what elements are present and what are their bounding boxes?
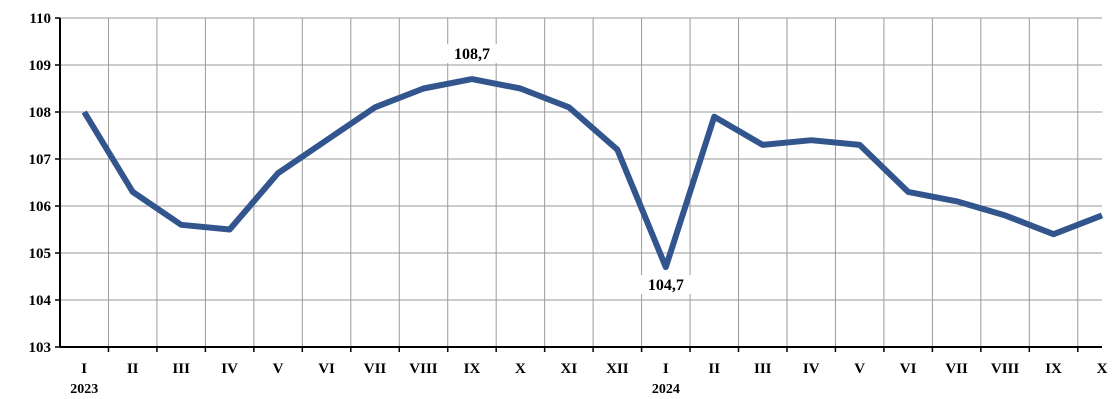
x-tick-label: II (127, 361, 139, 377)
data-point (324, 137, 330, 143)
data-point (1099, 212, 1105, 218)
data-point (517, 86, 523, 92)
x-tick-label: XII (606, 361, 629, 377)
data-point (954, 198, 960, 204)
y-tick-label: 104 (29, 293, 52, 309)
data-label-bg (638, 275, 693, 295)
x-tick-label: XI (561, 361, 578, 377)
data-point (760, 142, 766, 148)
x-tick-label: IV (221, 361, 238, 377)
data-point (227, 227, 233, 233)
x-tick-label: V (273, 361, 284, 377)
x-tick-label: VI (900, 361, 917, 377)
year-label: 2024 (652, 382, 680, 397)
data-point (469, 76, 475, 82)
data-point (275, 170, 281, 176)
data-point (857, 142, 863, 148)
data-point (614, 147, 620, 153)
data-point (1051, 231, 1057, 237)
data-label-bg (444, 44, 499, 64)
data-point (711, 114, 717, 120)
data-point (130, 189, 136, 195)
x-tick-label: IX (464, 361, 481, 377)
data-point (808, 137, 814, 143)
x-tick-label: V (854, 361, 865, 377)
x-tick-label: III (172, 361, 190, 377)
data-point (81, 109, 87, 115)
data-point (178, 222, 184, 228)
data-point (905, 189, 911, 195)
x-tick-label: III (754, 361, 772, 377)
y-tick-label: 106 (29, 199, 52, 215)
x-tick-label: X (515, 361, 526, 377)
y-tick-label: 105 (29, 246, 52, 262)
series-line (81, 76, 1104, 271)
data-label: 104,7 (648, 277, 684, 294)
x-tick-label: I (663, 361, 669, 377)
y-tick-label: 108 (29, 105, 52, 121)
x-tick-label: VII (364, 361, 387, 377)
y-tick-label: 110 (29, 11, 51, 27)
x-tick-label: IV (803, 361, 820, 377)
x-tick-label: VIII (409, 361, 438, 377)
x-tick-label: VIII (991, 361, 1020, 377)
data-point (372, 104, 378, 110)
data-point (566, 104, 572, 110)
x-tick-label: X (1097, 361, 1108, 377)
x-tick-label: I (81, 361, 87, 377)
x-tick-label: IX (1045, 361, 1062, 377)
data-point (663, 264, 669, 270)
y-tick-label: 109 (29, 58, 52, 74)
x-tick-label: VI (318, 361, 335, 377)
y-tick-label: 107 (29, 152, 52, 168)
x-tick-label: II (708, 361, 720, 377)
x-tick-label: VII (945, 361, 968, 377)
y-tick-label: 103 (29, 340, 52, 356)
data-label: 108,7 (454, 46, 490, 63)
year-label: 2023 (70, 382, 98, 397)
data-point (1002, 212, 1008, 218)
data-point (420, 86, 426, 92)
